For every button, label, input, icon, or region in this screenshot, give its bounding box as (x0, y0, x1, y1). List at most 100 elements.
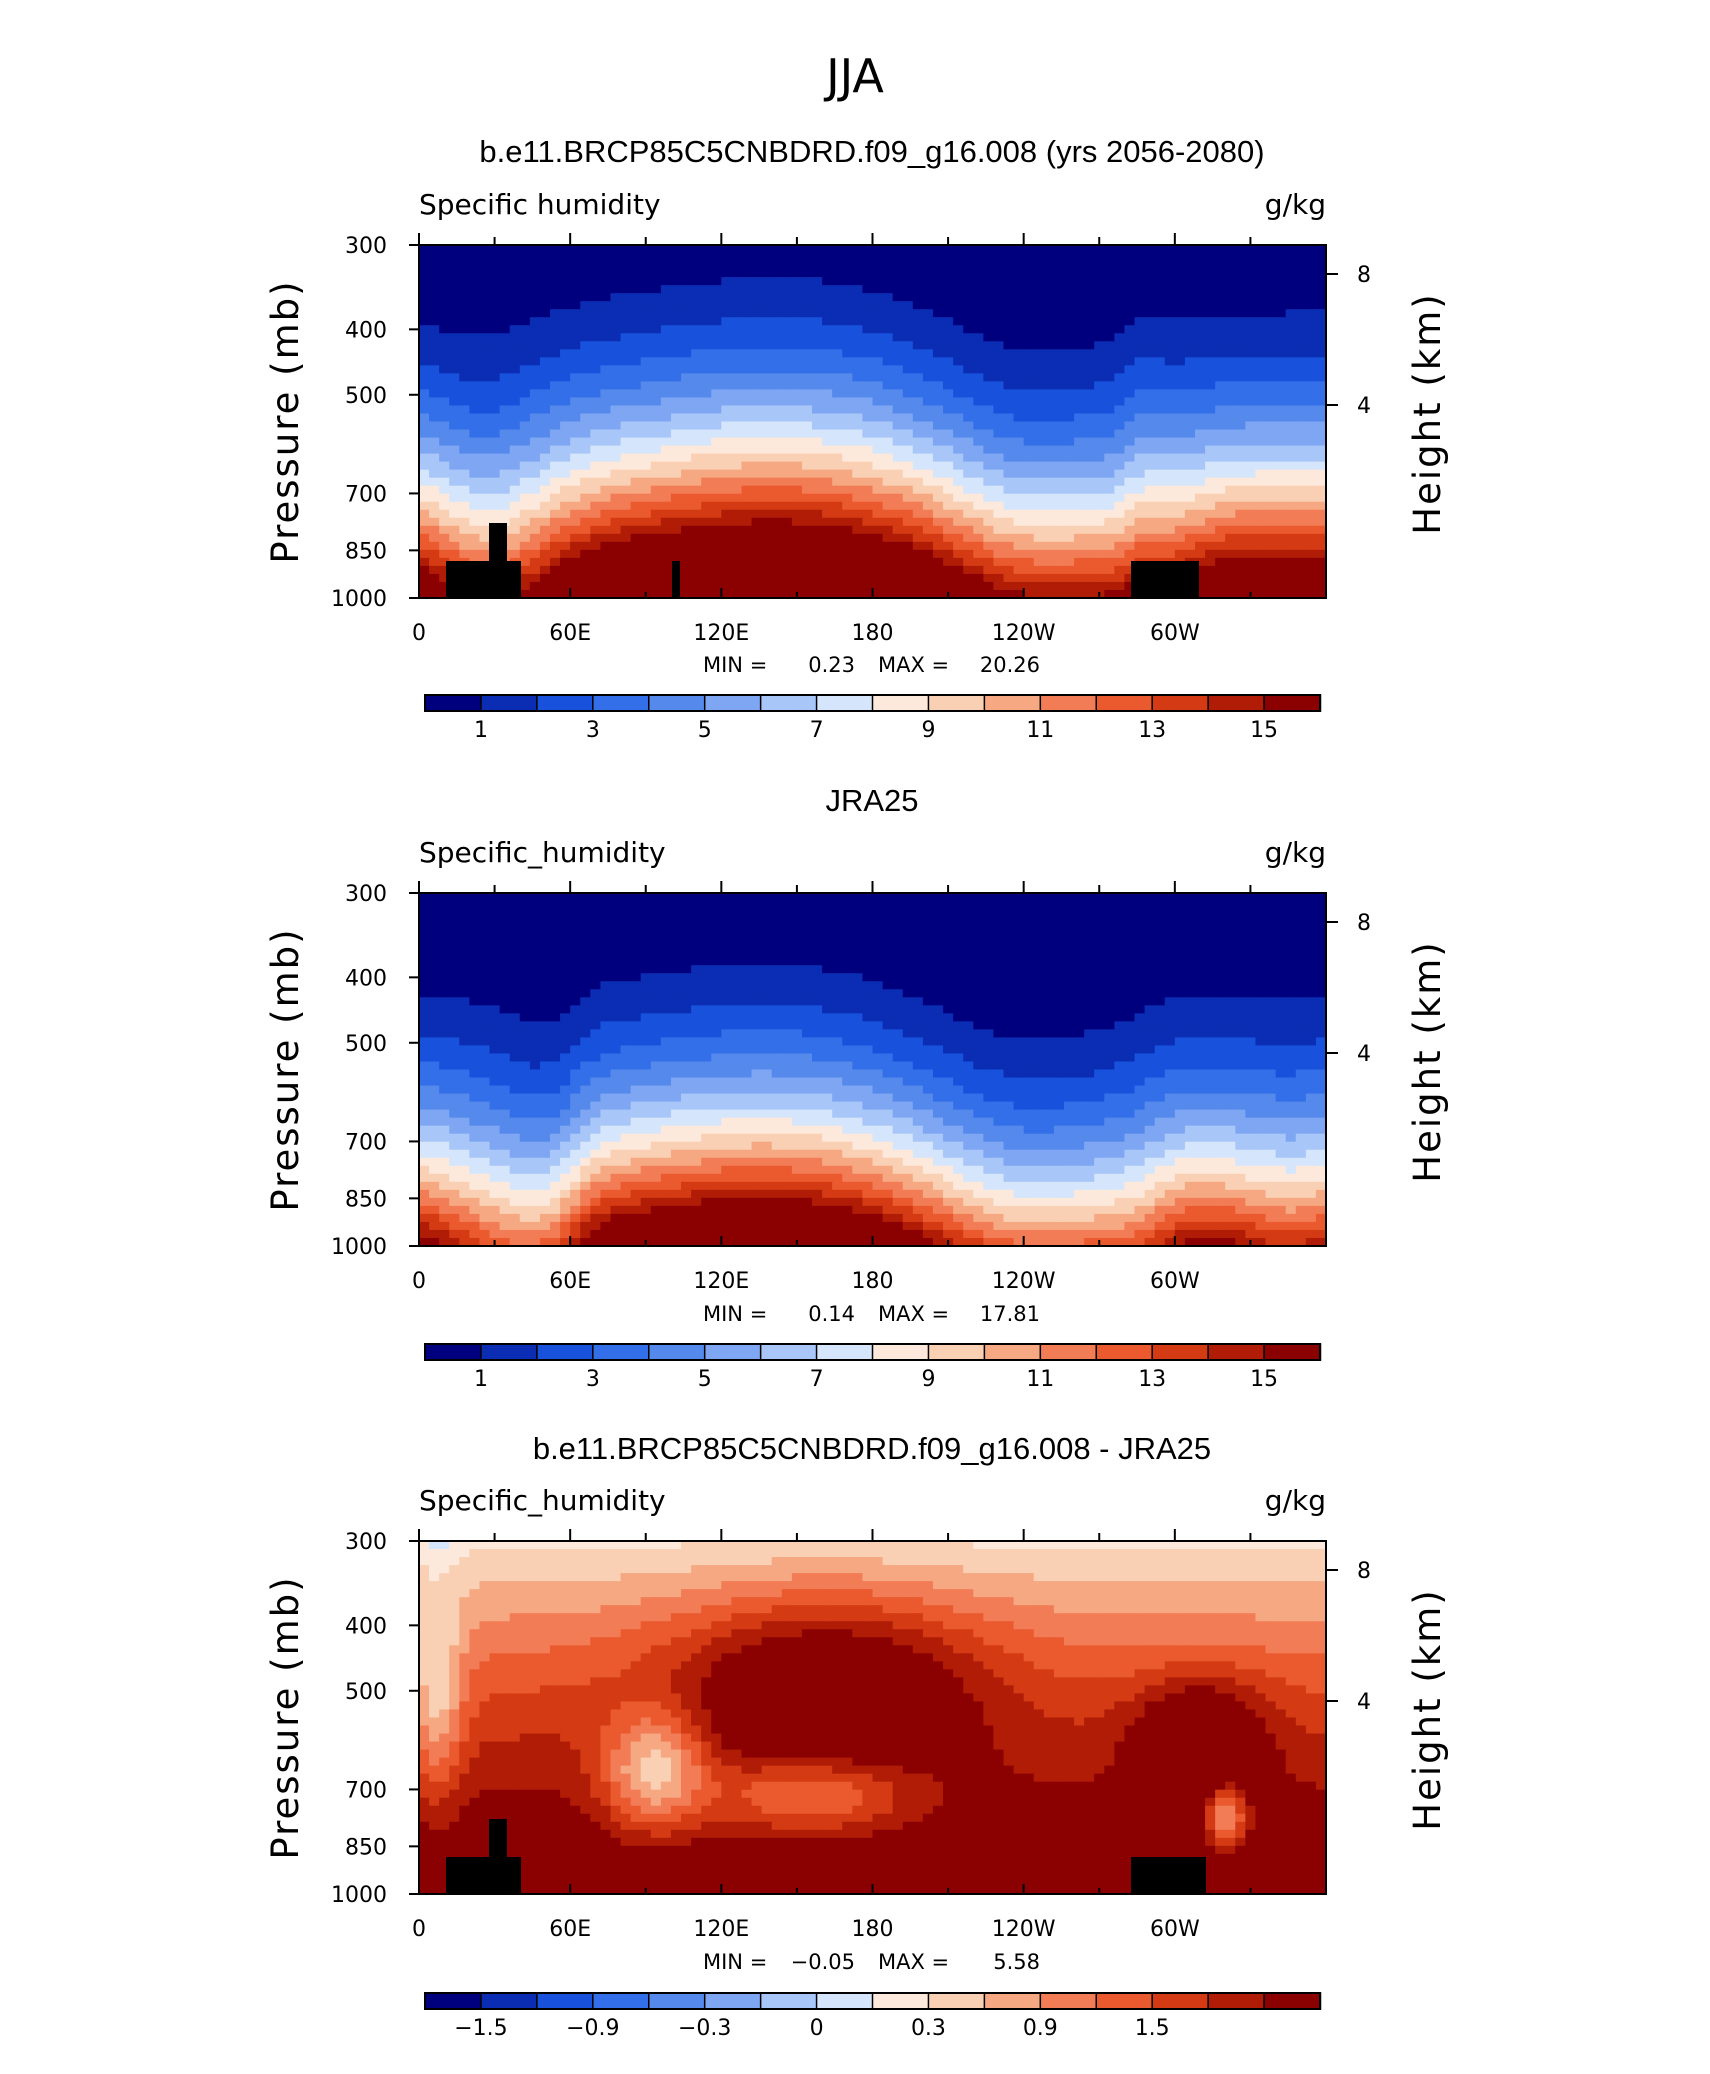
field-cell (1164, 373, 1176, 382)
field-cell (1084, 549, 1095, 559)
field-cell (973, 357, 984, 366)
field-cell (751, 365, 763, 374)
field-cell (771, 541, 783, 551)
field-cell (731, 933, 743, 942)
field-cell (469, 405, 481, 415)
field-cell (640, 445, 652, 455)
field-cell (1205, 517, 1216, 527)
field-cell (419, 477, 430, 487)
field-cell (630, 469, 642, 479)
field-cell (1164, 325, 1176, 334)
field-cell (932, 317, 944, 326)
field-cell (721, 317, 733, 326)
field-cell (429, 957, 440, 966)
field-cell (560, 941, 571, 950)
field-cell (560, 485, 571, 495)
field-cell (902, 933, 914, 942)
field-cell (590, 461, 601, 471)
field-cell (539, 405, 551, 415)
field-cell (862, 413, 874, 423)
field-cell (1315, 957, 1327, 966)
field-cell (1215, 357, 1226, 366)
field-cell (1245, 349, 1257, 358)
field-cell (429, 405, 440, 415)
field-cell (539, 557, 551, 567)
field-cell (1205, 925, 1216, 934)
field-cell (761, 925, 773, 934)
field-cell (681, 301, 692, 310)
field-cell (630, 365, 642, 374)
field-cell (499, 909, 511, 918)
field-cell (1063, 557, 1075, 567)
field-cell (1235, 325, 1246, 334)
field-cell (439, 277, 450, 286)
field-cell (791, 389, 803, 399)
field-cell (1184, 541, 1196, 551)
field-cell (560, 509, 571, 519)
field-cell (1184, 957, 1196, 966)
field-cell (550, 461, 561, 471)
field-cell (973, 541, 984, 551)
field-cell (620, 549, 632, 559)
field-cell (590, 285, 601, 294)
field-cell (721, 917, 733, 926)
field-cell (882, 461, 894, 471)
field-cell (711, 925, 722, 934)
field-cell (1053, 477, 1065, 487)
field-cell (1235, 357, 1246, 366)
field-cell (640, 437, 652, 447)
field-cell (912, 445, 924, 455)
field-cell (1295, 509, 1307, 519)
field-cell (912, 269, 924, 278)
field-cell (539, 277, 551, 286)
field-cell (1174, 453, 1186, 463)
field-cell (439, 933, 450, 942)
field-cell (731, 429, 743, 439)
field-cell (1194, 589, 1206, 599)
field-cell (439, 469, 450, 479)
field-cell (570, 389, 581, 399)
field-cell (1074, 453, 1085, 463)
field-cell (711, 589, 722, 599)
field-cell (1194, 317, 1206, 326)
field-cell (489, 269, 501, 278)
field-cell (892, 405, 904, 415)
field-cell (429, 309, 440, 318)
field-cell (1144, 485, 1156, 495)
field-cell (701, 509, 712, 519)
field-cell (832, 581, 843, 591)
field-cell (1184, 285, 1196, 294)
field-cell (872, 421, 884, 431)
field-cell (580, 421, 591, 431)
field-cell (1164, 349, 1176, 358)
field-cell (640, 517, 652, 527)
field-cell (1154, 493, 1166, 503)
field-cell (509, 917, 521, 926)
field-cell (1265, 565, 1277, 575)
field-cell (539, 541, 551, 551)
field-cell (1033, 309, 1045, 318)
field-cell (872, 917, 884, 926)
field-cell (1124, 437, 1136, 447)
field-cell (721, 461, 733, 471)
field-cell (1114, 581, 1126, 591)
field-cell (1053, 965, 1065, 974)
field-cell (1003, 589, 1015, 599)
field-cell (892, 373, 904, 382)
field-cell (701, 429, 712, 439)
field-cell (429, 469, 440, 479)
field-cell (1144, 893, 1156, 902)
field-cell (640, 909, 652, 918)
field-cell (882, 917, 894, 926)
field-cell (1275, 517, 1287, 527)
field-cell (1215, 269, 1226, 278)
field-cell (892, 477, 904, 487)
field-cell (943, 309, 954, 318)
field-cell (1053, 341, 1065, 350)
field-cell (1255, 261, 1267, 270)
field-cell (721, 589, 733, 599)
field-cell (791, 485, 803, 495)
field-cell (1094, 901, 1105, 910)
field-cell (1275, 581, 1287, 591)
field-cell (1255, 405, 1267, 415)
